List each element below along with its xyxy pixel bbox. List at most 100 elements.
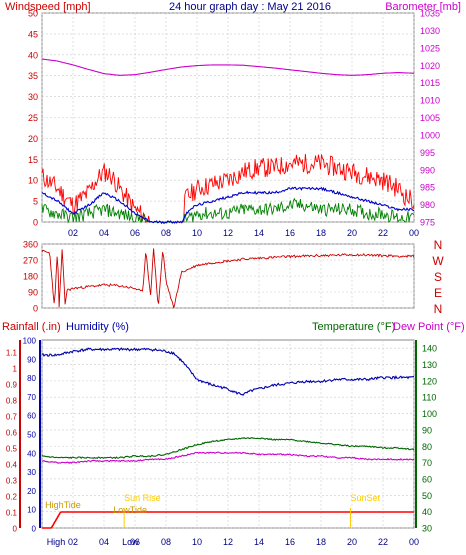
wind-x-tick-label: 20 <box>347 228 357 238</box>
windspeed-tick-label: 35 <box>28 71 38 81</box>
wind-x-tick-label: 16 <box>285 228 295 238</box>
graph-title: 24 hour graph day : May 21 2016 <box>169 1 331 13</box>
humidity-tick-label: 0 <box>32 525 37 534</box>
barometer-tick-label: 985 <box>420 183 435 193</box>
humidity-x-tick-label: 00 <box>409 537 419 547</box>
rain-tick-label: 0.2 <box>6 493 18 502</box>
humidity-tick-label: 30 <box>27 468 36 477</box>
windspeed-tick-label: 30 <box>28 92 38 102</box>
windspeed-tick-label: 40 <box>28 50 38 60</box>
humidity-x-tick-label: High <box>47 537 66 547</box>
humidity-tick-label: 10 <box>27 506 36 515</box>
humidity-x-tick-label: 22 <box>378 537 388 547</box>
humidity-x-tick-label: 18 <box>316 537 326 547</box>
wind-x-tick-label: 00 <box>409 228 419 238</box>
humidity-x-tick-label: 04 <box>99 537 109 547</box>
humidity-x-tick-label: 06 <box>130 537 140 547</box>
dewpoint-axis-label: Dew Point (°F) <box>393 321 465 333</box>
rain-tick-label: 0.7 <box>6 413 18 422</box>
humidity-x-tick-label: 08 <box>161 537 171 547</box>
wind-x-tick-label: 02 <box>68 228 78 238</box>
event-annotation-label: Sun Rise <box>124 493 161 503</box>
rain-tick-label: 0.1 <box>6 509 18 518</box>
wind-x-tick-label: 14 <box>254 228 264 238</box>
temperature-tick-label: 140 <box>422 344 437 354</box>
wind-x-tick-label: 08 <box>161 228 171 238</box>
compass-label: N <box>434 302 443 316</box>
humidity-x-tick-label: Low <box>122 537 139 547</box>
direction-tick-label: 360 <box>23 240 38 250</box>
wind-average-line <box>41 186 414 225</box>
humidity-x-tick-label: 10 <box>192 537 202 547</box>
temperature-tick-label: 90 <box>422 425 432 435</box>
windspeed-tick-label: 15 <box>28 155 38 165</box>
temperature-tick-label: 100 <box>422 409 437 419</box>
windspeed-tick-label: 0 <box>33 218 38 228</box>
compass-label: E <box>434 286 442 300</box>
rain-tick-label: 0.6 <box>6 429 18 438</box>
event-annotation-label: LowTide <box>113 505 147 515</box>
barometer-tick-label: 975 <box>420 218 435 228</box>
humidity-line <box>41 347 414 396</box>
barometer-line <box>41 58 415 76</box>
wind-x-tick-label: 18 <box>316 228 326 238</box>
humidity-x-tick-label: 12 <box>223 537 233 547</box>
rain-tick-label: 0.9 <box>6 381 18 390</box>
temperature-tick-label: 80 <box>422 442 432 452</box>
humidity-tick-label: 80 <box>27 374 36 383</box>
direction-tick-label: 0 <box>33 304 38 314</box>
temperature-tick-label: 50 <box>422 491 432 501</box>
wind-direction-line <box>41 248 415 309</box>
barometer-tick-label: 990 <box>420 165 435 175</box>
humidity-axis-label: Humidity (%) <box>66 321 129 333</box>
barometer-axis-label: Barometer [mb] <box>385 1 461 13</box>
windspeed-axis-label: Windspeed [mph] <box>5 1 91 13</box>
rain-humidity-temperature-panel: 010203040506070809010000.10.20.30.40.50.… <box>6 337 437 548</box>
dewpoint-line <box>41 451 415 464</box>
wind-x-tick-label: 06 <box>130 228 140 238</box>
barometer-tick-label: 1030 <box>420 26 440 36</box>
temperature-line <box>41 437 415 460</box>
temperature-tick-label: 30 <box>422 524 432 534</box>
windspeed-tick-label: 50 <box>28 9 38 19</box>
rain-tick-label: 1.1 <box>6 349 18 358</box>
windspeed-line <box>41 153 415 223</box>
direction-tick-label: 270 <box>23 256 38 266</box>
humidity-tick-label: 40 <box>27 449 36 458</box>
wind-x-tick-label: 10 <box>192 228 202 238</box>
direction-tick-label: 90 <box>28 288 38 298</box>
compass-label: W <box>432 254 444 268</box>
barometer-tick-label: 1020 <box>420 61 440 71</box>
event-annotation-label: HighTide <box>45 500 81 510</box>
direction-tick-label: 180 <box>23 272 38 282</box>
humidity-tick-label: 90 <box>27 355 36 364</box>
windspeed-tick-label: 5 <box>33 197 38 207</box>
humidity-tick-label: 100 <box>23 337 37 346</box>
rain-tick-label: 0.8 <box>6 397 18 406</box>
compass-label: N <box>434 238 443 252</box>
barometer-tick-label: 1000 <box>420 130 440 140</box>
wind-low-line <box>41 197 415 224</box>
rain-tick-label: 0.3 <box>6 477 18 486</box>
temperature-tick-label: 70 <box>422 458 432 468</box>
humidity-tick-label: 20 <box>27 487 36 496</box>
temperature-tick-label: 110 <box>422 393 436 403</box>
rain-tick-label: 0.4 <box>6 461 18 470</box>
windspeed-tick-label: 45 <box>28 29 38 39</box>
compass-label: S <box>434 270 442 284</box>
windspeed-tick-label: 25 <box>28 113 38 123</box>
humidity-tick-label: 60 <box>27 412 36 421</box>
event-annotation-label: SunSet <box>350 493 380 503</box>
temperature-tick-label: 130 <box>422 360 437 370</box>
windspeed-tick-label: 10 <box>28 176 38 186</box>
humidity-x-tick-label: 20 <box>347 537 357 547</box>
temperature-axis-label: Temperature (°F) <box>312 321 395 333</box>
humidity-x-tick-label: 02 <box>68 537 78 547</box>
wind-barometer-panel: 0510152025303540455097598098599099510001… <box>28 9 440 239</box>
barometer-tick-label: 1010 <box>420 96 440 106</box>
wind-x-tick-label: 12 <box>223 228 233 238</box>
wind-x-tick-label: 04 <box>99 228 109 238</box>
